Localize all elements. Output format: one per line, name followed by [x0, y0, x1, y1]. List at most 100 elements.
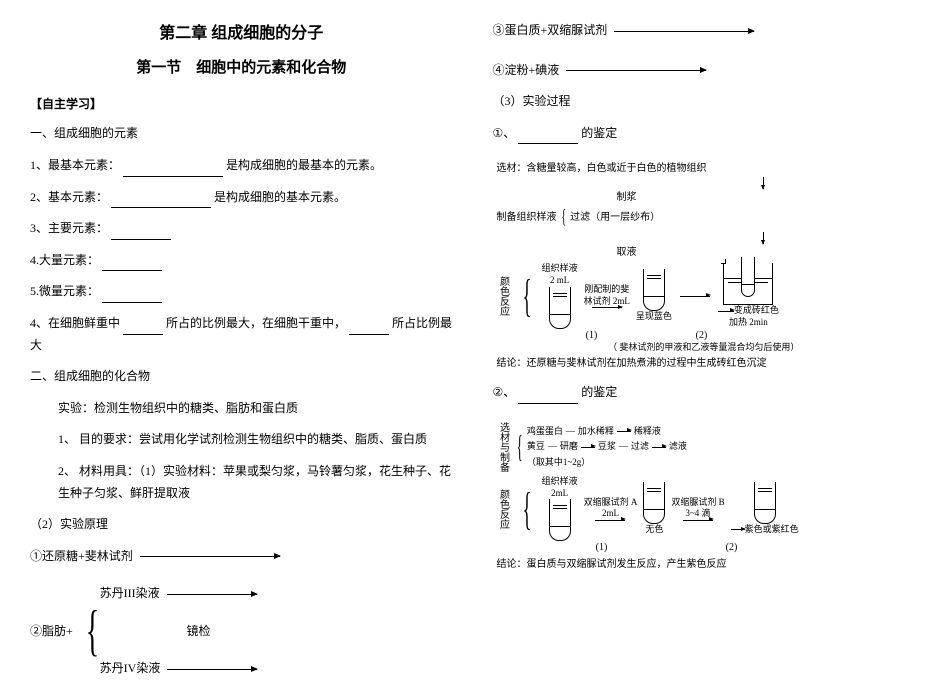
q6: 4、在细胞鲜重中 所占的比例最大，在细胞干重中， 所占比例最大 — [30, 313, 453, 356]
tube1-top: 组织样液 — [542, 263, 578, 273]
d2-conclusion: 结论：蛋白质与双缩脲试剂发生反应，产生紫色反应 — [497, 558, 912, 571]
reagent-2: ②脂肪+ { 苏丹III染液 镜检 苏丹IV染液 — [30, 583, 453, 680]
tubeA-top: 组织样液 — [542, 476, 578, 488]
d2-sel: 选材与制备 — [497, 422, 510, 472]
blank — [102, 257, 162, 271]
arrow-icon — [167, 594, 257, 595]
q1: 1、最基本元素： 是构成细胞的最基本的元素。 — [30, 155, 453, 177]
down-arrow-icon — [763, 232, 764, 244]
arrow-icon — [614, 31, 754, 32]
exp-2-num: 2、 — [58, 464, 76, 478]
arrow-icon — [652, 447, 666, 448]
blank — [518, 130, 578, 144]
right-column: ③蛋白质+双缩脲试剂 ④淀粉+碘液 （3）实验过程 ①、 的鉴定 选材：含糖量较… — [473, 20, 916, 648]
identify-1-num: ①、 — [493, 126, 516, 140]
arrow-icon — [566, 70, 706, 71]
d2-color-reaction: 颜色反应 — [497, 489, 510, 529]
test-tube-icon — [549, 287, 571, 329]
section-title: 第一节 细胞中的元素和化合物 — [30, 55, 453, 82]
reagent-1-label: ①还原糖+斐林试剂 — [30, 549, 133, 563]
reagent-4-label: ④淀粉+碘液 — [493, 63, 560, 77]
q4-num: 4.大量元素： — [30, 253, 99, 267]
test-tube-icon — [754, 482, 776, 524]
d1-num1: (1) — [586, 329, 598, 342]
identify-2-num: ②、 — [493, 385, 516, 399]
part1-header: 一、组成细胞的元素 — [30, 123, 453, 145]
left-brace-icon: { — [522, 479, 531, 539]
q1-num: 1、最基本元素： — [30, 158, 120, 172]
beaker: 变成砖红色 加热 2min — [718, 263, 779, 328]
tubeC-note: 紫色或紫红色 — [745, 524, 799, 536]
arrow-icon — [617, 431, 631, 432]
q2-num: 2、基本元素： — [30, 190, 108, 204]
d2-egg: 鸡蛋蛋白 — [527, 426, 563, 438]
d2-dilute: 加水稀释 — [578, 426, 614, 438]
q2-tail: 是构成细胞的基本元素。 — [214, 190, 346, 204]
blank — [518, 390, 578, 404]
d2-num1: (1) — [596, 541, 608, 554]
test-tube-icon — [643, 269, 665, 311]
tube1-bot: 2 mL — [550, 275, 569, 285]
sudan-III: 苏丹III染液 — [100, 583, 258, 605]
d2-addB2: 3~4 滴 — [685, 508, 710, 520]
diagram-protein: 选材与制备 { 鸡蛋蛋白 — 加水稀释 稀释液 黄豆 — 研磨 豆浆 — 过 — [493, 418, 916, 575]
blank — [123, 163, 223, 177]
d1-prep: 制备组织样液 — [497, 211, 557, 224]
d2-addA2: 2mL — [602, 508, 619, 520]
tube-c: 紫色或紫红色 — [731, 482, 799, 536]
d1-jizhi: 制浆 — [617, 191, 637, 204]
d2-filter: 过滤 — [631, 441, 649, 453]
exp-1-text: 目的要求：尝试用化学试剂检测生物组织中的糖类、脂质、蛋白质 — [79, 432, 427, 446]
identify-1-tail: 的鉴定 — [581, 126, 617, 140]
microscopy-label: 镜检 — [187, 621, 211, 643]
sudan-III-label: 苏丹III染液 — [100, 586, 160, 600]
sudan-IV-label: 苏丹IV染液 — [100, 661, 161, 675]
q5-num: 5.微量元素： — [30, 284, 99, 298]
exp-3: （2）实验原理 — [30, 514, 453, 536]
d1-color-reaction: 颜色反应 — [497, 276, 510, 316]
tube2-note: 呈现蓝色 — [636, 311, 672, 323]
arrow-icon — [731, 529, 745, 530]
q6-pre: 4、在细胞鲜重中 — [30, 316, 120, 330]
d1-conclusion: 结论：还原糖与斐林试剂在加热煮沸的过程中生成砖红色沉淀 — [497, 357, 912, 370]
d1-num2: (2) — [696, 329, 708, 342]
identify-2: ②、 的鉴定 — [493, 382, 916, 404]
q4: 4.大量元素： — [30, 250, 453, 272]
beaker-icon — [723, 263, 773, 305]
arrow-icon — [140, 556, 280, 557]
tubeA-bot: 2mL — [551, 488, 568, 500]
d2-addB: 双缩脲试剂 B — [671, 497, 724, 509]
d1-footnote: （ 斐林试剂的甲液和乙液等量混合均匀后使用） — [497, 342, 912, 354]
part2-header: 二、组成细胞的化合物 — [30, 366, 453, 388]
left-column: 第二章 组成细胞的分子 第一节 细胞中的元素和化合物 【自主学习】 一、组成细胞… — [30, 20, 473, 648]
reagent-2-label: ②脂肪+ — [30, 621, 73, 643]
arrow-icon — [718, 311, 734, 312]
q3-num: 3、主要元素： — [30, 221, 108, 235]
reagent-3: ③蛋白质+双缩脲试剂 — [493, 20, 916, 42]
identify-1: ①、 的鉴定 — [493, 123, 916, 145]
tube-2: 呈现蓝色 — [636, 269, 672, 323]
reagent-1: ①还原糖+斐林试剂 — [30, 546, 453, 568]
experiment-title: 实验：检测生物组织中的糖类、脂肪和蛋白质 — [30, 398, 453, 420]
blank — [123, 321, 163, 335]
bracket-content: 苏丹III染液 镜检 苏丹IV染液 — [100, 583, 258, 680]
left-brace-icon: { — [86, 606, 99, 656]
d1-filter: 过滤（用一层纱布） — [570, 211, 660, 224]
d1-add: 刚配制的斐 — [584, 284, 629, 296]
d2-bean: 黄豆 — [527, 441, 545, 453]
test-tube-icon — [549, 499, 571, 541]
tube-1: 组织样液 2 mL — [542, 263, 578, 328]
d2-soy: 豆浆 — [598, 441, 616, 453]
identify-2-tail: 的鉴定 — [581, 385, 617, 399]
chapter-title: 第二章 组成细胞的分子 — [30, 20, 453, 49]
sudan-IV: 苏丹IV染液 — [100, 658, 258, 680]
left-brace-icon: { — [522, 266, 531, 326]
tubeB-note: 无色 — [645, 524, 663, 536]
q5: 5.微量元素： — [30, 281, 453, 303]
d2-filtrate: 滤液 — [669, 441, 687, 453]
exp-1-num: 1、 — [58, 432, 76, 446]
d2-grind: 研磨 — [560, 441, 578, 453]
q3: 3、主要元素： — [30, 218, 453, 240]
tube-b: 无色 — [643, 482, 665, 536]
step-3: （3）实验过程 — [493, 91, 916, 113]
